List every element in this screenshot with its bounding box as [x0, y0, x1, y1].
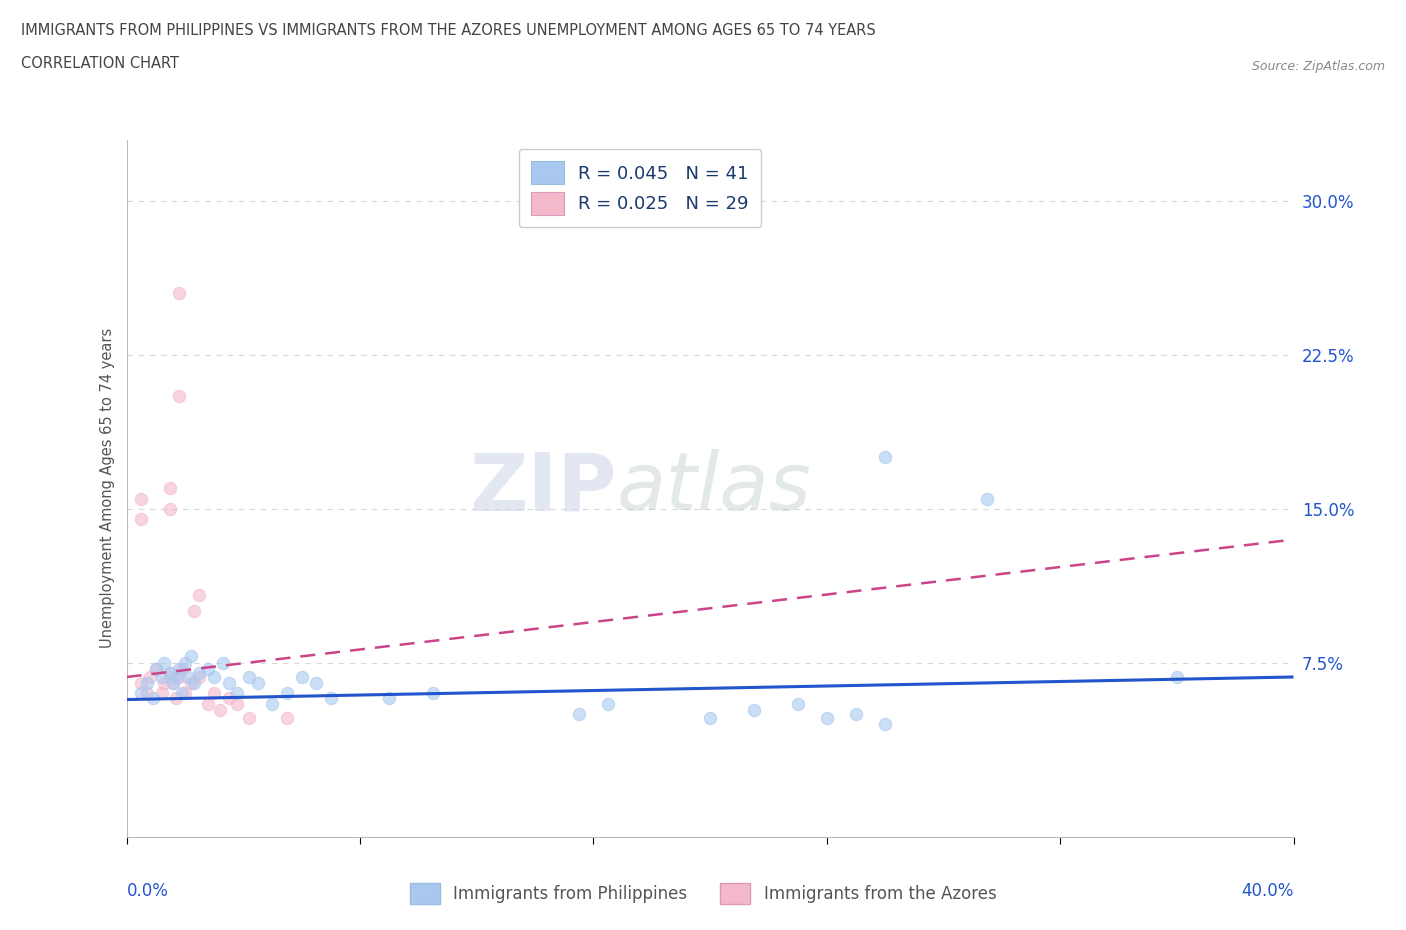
Point	[159, 666, 181, 681]
Point	[129, 512, 152, 526]
Point	[305, 676, 328, 691]
Point	[129, 491, 152, 506]
Point	[246, 676, 269, 691]
Point	[162, 676, 184, 691]
Text: ZIP: ZIP	[470, 449, 617, 527]
Point	[183, 604, 205, 618]
Point	[180, 676, 202, 691]
Point	[129, 686, 152, 701]
Legend: R = 0.045   N = 41, R = 0.025   N = 29: R = 0.045 N = 41, R = 0.025 N = 29	[519, 149, 762, 228]
Point	[167, 670, 190, 684]
Point	[165, 670, 187, 684]
Point	[786, 697, 808, 711]
Point	[568, 707, 591, 722]
Point	[165, 690, 187, 705]
Point	[976, 491, 998, 506]
Text: 0.0%: 0.0%	[127, 883, 169, 900]
Point	[208, 702, 231, 717]
Point	[174, 686, 197, 701]
Point	[177, 670, 200, 684]
Point	[422, 686, 444, 701]
Point	[202, 670, 225, 684]
Point	[319, 690, 342, 705]
Point	[197, 661, 219, 676]
Point	[174, 656, 197, 671]
Text: IMMIGRANTS FROM PHILIPPINES VS IMMIGRANTS FROM THE AZORES UNEMPLOYMENT AMONG AGE: IMMIGRANTS FROM PHILIPPINES VS IMMIGRANT…	[21, 23, 876, 38]
Point	[815, 711, 838, 725]
Point	[180, 649, 202, 664]
Point	[167, 661, 190, 676]
Point	[170, 661, 193, 676]
Point	[276, 686, 298, 701]
Point	[159, 481, 181, 496]
Point	[742, 702, 765, 717]
Point	[845, 707, 868, 722]
Point	[238, 670, 260, 684]
Point	[167, 286, 190, 300]
Point	[226, 686, 249, 701]
Point	[183, 676, 205, 691]
Point	[596, 697, 619, 711]
Point	[136, 676, 159, 691]
Point	[145, 661, 167, 676]
Text: 40.0%: 40.0%	[1241, 883, 1294, 900]
Point	[378, 690, 401, 705]
Point	[188, 588, 211, 603]
Point	[188, 670, 211, 684]
Point	[875, 717, 897, 732]
Point	[170, 686, 193, 701]
Point	[226, 697, 249, 711]
Text: Source: ZipAtlas.com: Source: ZipAtlas.com	[1251, 60, 1385, 73]
Point	[699, 711, 721, 725]
Point	[238, 711, 260, 725]
Point	[276, 711, 298, 725]
Point	[262, 697, 284, 711]
Point	[159, 666, 181, 681]
Point	[129, 676, 152, 691]
Point	[162, 676, 184, 691]
Point	[150, 686, 173, 701]
Point	[153, 676, 176, 691]
Point	[145, 661, 167, 676]
Point	[290, 670, 312, 684]
Text: CORRELATION CHART: CORRELATION CHART	[21, 56, 179, 71]
Point	[218, 690, 240, 705]
Point	[139, 670, 162, 684]
Point	[136, 686, 159, 701]
Point	[153, 656, 176, 671]
Point	[218, 676, 240, 691]
Legend: Immigrants from Philippines, Immigrants from the Azores: Immigrants from Philippines, Immigrants …	[401, 874, 1005, 912]
Text: atlas: atlas	[617, 449, 811, 527]
Point	[188, 666, 211, 681]
Point	[159, 501, 181, 516]
Point	[202, 686, 225, 701]
Point	[1166, 670, 1188, 684]
Point	[211, 656, 233, 671]
Point	[142, 690, 165, 705]
Point	[150, 670, 173, 684]
Y-axis label: Unemployment Among Ages 65 to 74 years: Unemployment Among Ages 65 to 74 years	[100, 328, 115, 648]
Point	[875, 450, 897, 465]
Point	[197, 697, 219, 711]
Point	[167, 389, 190, 404]
